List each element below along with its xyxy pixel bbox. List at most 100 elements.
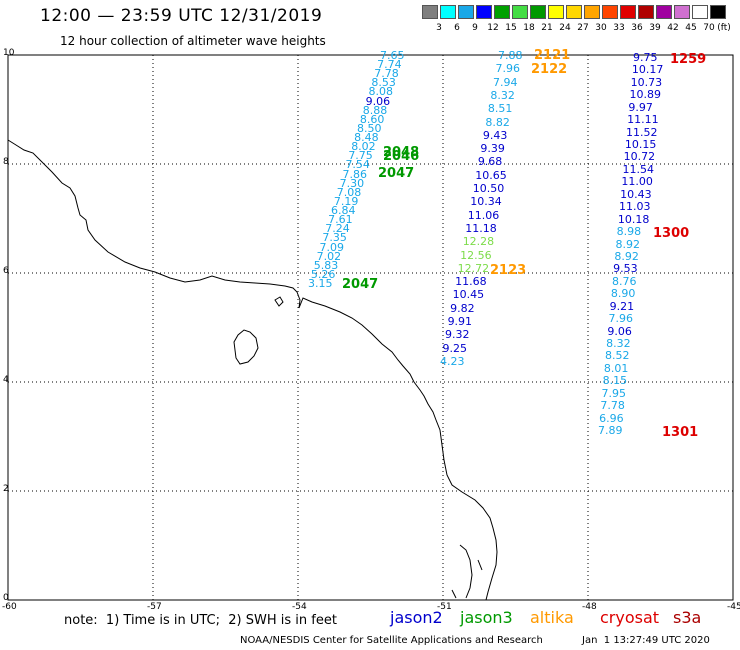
wave-height-value: 7.35	[322, 231, 347, 245]
scale-swatch	[530, 5, 546, 19]
legend-cryosat: cryosat	[600, 608, 660, 627]
generated-timestamp: Jan 1 13:27:49 UTC 2020	[582, 635, 710, 646]
wave-height-value: 9.53	[613, 262, 638, 276]
lat-tick-label: 2	[3, 484, 9, 494]
scale-swatch	[602, 5, 618, 19]
wave-height-value: 8.51	[487, 102, 513, 116]
wave-height-value: 7.19	[333, 194, 359, 208]
scale-swatch	[584, 5, 600, 19]
wave-height-value: 7.74	[377, 58, 402, 72]
scale-swatch	[656, 5, 672, 19]
scale-label: 70	[703, 23, 715, 33]
footer-note: note: 1) Time is in UTC; 2) SWH is in fe…	[64, 613, 337, 628]
scale-swatch	[548, 5, 564, 19]
island-river	[274, 296, 284, 307]
scale-swatch	[422, 5, 438, 19]
wave-height-value: 11.00	[621, 175, 653, 189]
wave-height-value: 9.21	[609, 299, 635, 313]
wave-height-value: 7.96	[495, 62, 520, 76]
wave-height-value: 8.01	[603, 361, 629, 375]
wave-height-value: 7.86	[342, 167, 368, 181]
wave-height-value: 11.11	[627, 113, 659, 127]
wave-height-value: 9.91	[447, 315, 473, 329]
graticule	[8, 55, 733, 600]
lat-tick-label: 0	[3, 593, 9, 603]
wave-height-value: 10.15	[624, 138, 657, 152]
wave-height-value: 8.32	[490, 88, 515, 102]
scale-label: 24	[559, 23, 571, 33]
wave-height-value: 4.23	[440, 355, 465, 368]
wave-height-value: 7.94	[492, 75, 518, 89]
wave-height-value: 7.95	[601, 386, 627, 400]
wave-height-value: 8.82	[485, 115, 510, 129]
scale-swatch	[620, 5, 636, 19]
scale-label: 30	[595, 23, 607, 33]
wave-height-value: 8.92	[614, 249, 639, 263]
time-label-2122: 2122	[531, 62, 568, 77]
wave-height-value: 9.68	[477, 155, 503, 169]
scale-swatch	[566, 5, 582, 19]
scale-swatch	[692, 5, 708, 19]
time-label-1300: 1300	[653, 226, 690, 241]
wave-height-value: 8.88	[362, 103, 388, 117]
wave-height-value: 7.61	[328, 213, 353, 227]
time-label-2123: 2123	[490, 263, 527, 278]
wave-height-value: 7.09	[319, 240, 345, 254]
wave-height-value: 9.25	[442, 341, 468, 355]
wave-height-value: 11.52	[626, 125, 658, 139]
wave-height-value: 7.65	[380, 49, 405, 62]
lon-tick-label: -51	[437, 602, 452, 612]
scale-unit: (ft)	[717, 23, 731, 33]
wave-height-value: 10.89	[629, 88, 662, 102]
wave-height-value: 7.54	[345, 158, 370, 172]
wave-height-value: 8.76	[612, 274, 637, 288]
wave-height-value: 12.72	[457, 261, 490, 275]
wave-height-value: 7.78	[600, 399, 625, 413]
lat-tick-label: 6	[3, 266, 9, 276]
scale-swatch	[440, 5, 456, 19]
scale-label: 15	[505, 23, 517, 33]
scale-label: 12	[487, 23, 499, 33]
wave-height-value: 7.08	[336, 185, 362, 199]
wave-height-value: 7.24	[325, 222, 350, 236]
scale-label: 3	[436, 23, 442, 33]
wave-height-value: 8.98	[616, 225, 642, 239]
wave-height-value: 8.60	[359, 112, 385, 126]
scale-swatch	[494, 5, 510, 19]
lon-tick-label: -48	[582, 602, 597, 612]
wave-height-value: 8.53	[371, 76, 396, 90]
scale-label: 6	[454, 23, 460, 33]
wave-height-value: 8.32	[606, 336, 631, 350]
wave-height-value: 10.73	[630, 75, 663, 89]
lon-tick-label: -45	[727, 602, 740, 612]
legend-s3a: s3a	[673, 608, 702, 627]
wave-height-value: 10.65	[475, 168, 507, 182]
scale-label: 45	[685, 23, 697, 33]
time-label-2048: 2048	[383, 145, 420, 160]
time-label-1301: 1301	[662, 425, 699, 440]
wave-height-value: 10.17	[631, 63, 664, 77]
wave-height-value: 9.32	[445, 328, 470, 342]
scale-label: 21	[541, 23, 553, 33]
scale-label: 36	[631, 23, 643, 33]
wave-height-value: 6.84	[331, 204, 356, 218]
wave-height-value: 8.50	[356, 121, 382, 135]
wave-height-value: 10.43	[620, 187, 652, 201]
scale-label: 18	[523, 23, 535, 33]
wave-height-value: 9.06	[365, 94, 391, 108]
wave-height-value: 5.26	[310, 267, 336, 281]
wave-height-value: 10.34	[470, 195, 502, 209]
wave-height-value: 10.18	[617, 212, 650, 226]
wave-height-value: 8.02	[351, 140, 376, 154]
wave-height-value: 11.03	[619, 200, 651, 214]
scale-label: 42	[667, 23, 679, 33]
scale-label: 27	[577, 23, 589, 33]
wave-height-value: 8.08	[368, 85, 393, 99]
wave-height-value: 8.52	[605, 349, 630, 363]
scale-swatch	[674, 5, 690, 19]
wave-height-value: 6.96	[599, 411, 624, 425]
wave-height-value: 7.96	[608, 312, 634, 326]
time-label-2046: 2046	[383, 149, 420, 164]
map-frame	[7, 54, 734, 601]
wave-height-value: 8.48	[354, 131, 379, 145]
